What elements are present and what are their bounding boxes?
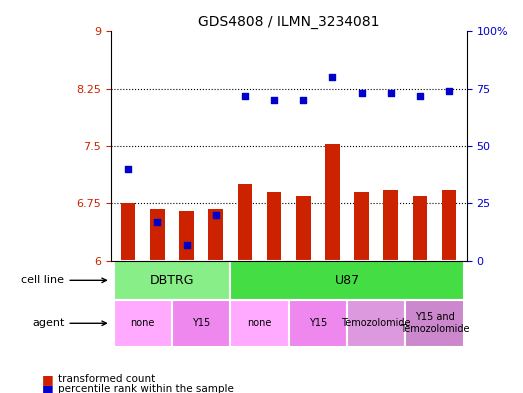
FancyBboxPatch shape	[347, 300, 405, 347]
FancyBboxPatch shape	[113, 261, 230, 300]
FancyBboxPatch shape	[230, 300, 289, 347]
Point	[124, 166, 132, 172]
Text: none: none	[131, 318, 155, 328]
Bar	[150, 209, 165, 261]
Text: Y15 and
Temozolomide: Y15 and Temozolomide	[400, 312, 469, 334]
Text: cell line: cell line	[21, 275, 106, 285]
Bar	[413, 196, 427, 261]
FancyBboxPatch shape	[405, 300, 464, 347]
Text: percentile rank within the sample: percentile rank within the sample	[58, 384, 233, 393]
Point	[416, 92, 424, 99]
FancyBboxPatch shape	[230, 261, 464, 300]
Text: Y15: Y15	[309, 318, 327, 328]
Bar	[267, 192, 281, 261]
Bar	[383, 190, 398, 261]
Bar	[237, 184, 252, 261]
Bar	[354, 192, 369, 261]
Bar	[325, 145, 340, 261]
FancyBboxPatch shape	[172, 300, 230, 347]
Point	[270, 97, 278, 103]
Point	[241, 92, 249, 99]
Text: none: none	[247, 318, 271, 328]
Text: ■: ■	[42, 373, 53, 386]
Text: Temozolomide: Temozolomide	[342, 318, 411, 328]
Text: Y15: Y15	[192, 318, 210, 328]
FancyBboxPatch shape	[113, 300, 172, 347]
Text: agent: agent	[32, 318, 106, 328]
Text: U87: U87	[335, 274, 360, 287]
Point	[357, 90, 366, 96]
Point	[211, 211, 220, 218]
Bar	[296, 196, 311, 261]
Bar	[442, 190, 457, 261]
Point	[328, 74, 337, 81]
Bar	[209, 209, 223, 261]
Point	[183, 241, 191, 248]
Point	[299, 97, 308, 103]
FancyBboxPatch shape	[289, 300, 347, 347]
Point	[386, 90, 395, 96]
Text: DBTRG: DBTRG	[150, 274, 194, 287]
Point	[445, 88, 453, 94]
Text: transformed count: transformed count	[58, 374, 155, 384]
Bar	[179, 211, 194, 261]
Title: GDS4808 / ILMN_3234081: GDS4808 / ILMN_3234081	[198, 15, 379, 29]
Bar	[121, 203, 135, 261]
Text: ■: ■	[42, 382, 53, 393]
Point	[153, 219, 162, 225]
